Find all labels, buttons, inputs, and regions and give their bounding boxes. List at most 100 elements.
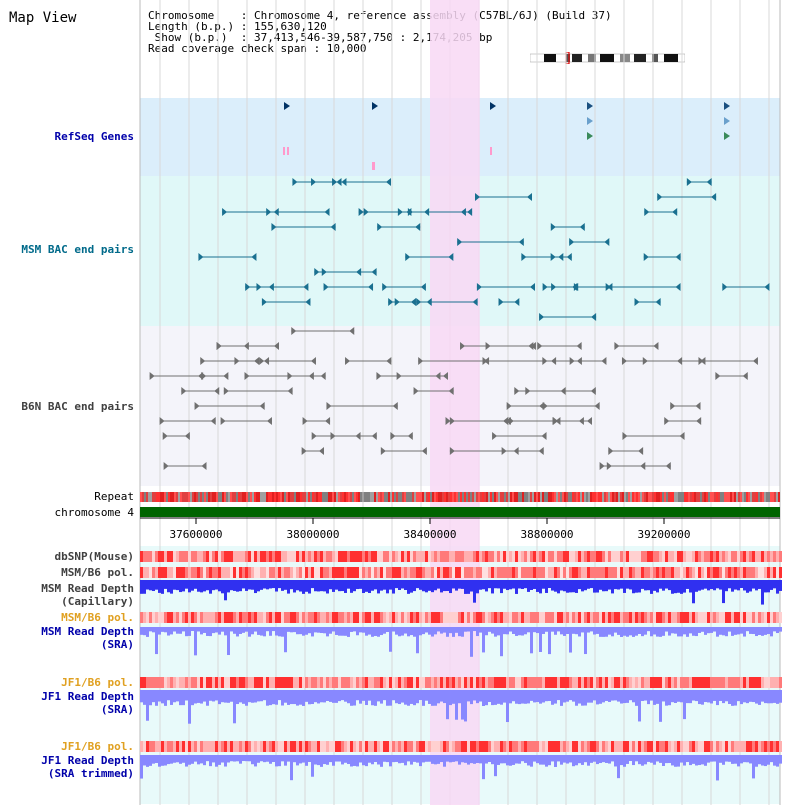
msm-depth-sra-bar [170,627,173,635]
msm-b6-pol-mark [716,567,719,578]
jf1-depth-sra-bar [707,690,710,703]
msm-depth-cap-bar [554,580,557,592]
repeat-mark [752,492,754,502]
jf1-b6-pol-mark [617,741,620,752]
repeat-mark [234,492,236,502]
msm-depth-cap-bar [626,580,629,589]
msm-b6-pol-mark [173,612,176,623]
jf1-depth-trim-bar [350,755,353,767]
repeat-mark [300,492,302,502]
msm-b6-pol-mark [728,567,731,578]
dbsnp-mark [329,551,332,562]
jf1-b6-pol-mark [569,741,572,752]
msm-depth-sra-bar [173,627,176,632]
msm-b6-pol-mark [401,567,404,578]
dbsnp-mark [230,551,233,562]
msm-b6-pol-mark [605,567,608,578]
msm-b6-pol-mark [407,567,410,578]
msm-depth-cap-bar [602,580,605,592]
msm-b6-pol-mark [584,612,587,623]
jf1-depth-sra-bar [377,690,380,702]
jf1-b6-pol-mark [242,741,245,752]
msm-b6-pol-mark [635,567,638,578]
repeat-mark [672,492,674,502]
jf1-depth-trim-bar [662,755,665,766]
repeat-mark [766,492,768,502]
jf1-b6-pol-mark [491,677,494,688]
repeat-mark [596,492,598,502]
msm-depth-cap-bar [356,580,359,590]
jf1-b6-pol-mark [716,677,719,688]
msm-depth-sra-bar [308,627,311,634]
dbsnp-mark [608,551,611,562]
jf1-depth-trim-bar [167,755,170,765]
msm-depth-sra-bar [386,627,389,632]
jf1-b6-pol-mark [737,677,740,688]
jf1-b6-pol-mark [152,677,155,688]
msm-b6-pol-mark [425,612,428,623]
msm-bac-pair-end [198,253,204,261]
msm-depth-cap-bar [428,580,431,591]
jf1-depth-trim-bar [596,755,599,765]
msm-depth-cap-bar [299,580,302,592]
dbsnp-mark [545,551,548,562]
jf1-depth-sra-bar [434,690,437,706]
info-line-length: Length (b.p.) : 155,630,120 [148,20,327,33]
repeat-mark [420,492,422,502]
msm-b6-pol-mark [740,567,743,578]
msm-b6-pol-mark [683,612,686,623]
jf1-depth-sra-bar [656,690,659,704]
jf1-depth-sra-bar [695,690,698,702]
msm-b6-pol-mark [758,567,761,578]
dbsnp-mark [191,551,194,562]
jf1-b6-pol-mark [332,677,335,688]
jf1-b6-pol-mark [458,677,461,688]
msm-depth-sra-bar [263,627,266,637]
jf1-depth-trim-bar [668,755,671,764]
msm-depth-sra-bar [266,627,269,632]
jf1-depth-trim-bar [374,755,377,762]
msm-b6-pol-mark [617,612,620,623]
jf1-depth-sra-bar [227,690,230,703]
jf1-b6-pol-mark [473,741,476,752]
msm-depth-cap-bar [503,580,506,589]
jf1-depth-trim-bar [410,755,413,765]
msm-b6-pol-mark [665,612,668,623]
msm-b6-pol-mark [239,612,242,623]
jf1-b6-pol-mark [326,741,329,752]
dbsnp-mark [683,551,686,562]
jf1-b6-pol-mark [755,677,758,688]
msm-b6-pol-mark [593,612,596,623]
msm-depth-cap-bar [614,580,617,590]
axis-tick-label: 38800000 [521,528,574,541]
jf1-depth-sra-bar [224,690,227,703]
msm-b6-pol-mark [464,612,467,623]
msm-depth-cap-bar [695,580,698,592]
jf1-depth-trim-bar [248,755,251,762]
jf1-depth-sra-bar [311,690,314,705]
jf1-depth-sra-bar [437,690,440,704]
msm-b6-pol-mark [443,567,446,578]
jf1-b6-pol-mark [614,677,617,688]
dbsnp-mark [623,551,626,562]
msm-b6-pol-mark [329,567,332,578]
jf1-depth-trim-bar [497,755,500,765]
jf1-b6-pol-mark [761,741,764,752]
dbsnp-mark [494,551,497,562]
dbsnp-mark [245,551,248,562]
jf1-b6-pol-mark [155,741,158,752]
msm-b6-pol-mark [779,612,782,623]
msm-depth-sra-bar [686,627,689,637]
jf1-b6-pol-mark [653,741,656,752]
msm-bac-pair-end [410,298,416,306]
msm-b6-pol-mark [419,612,422,623]
jf1-depth-sra-bar [713,690,716,701]
dbsnp-mark [419,551,422,562]
chromosome-ideogram[interactable] [530,52,685,64]
msm-bac-pair-end [498,298,504,306]
msm-b6-pol-mark [698,567,701,578]
jf1-depth-sra-bar [503,690,506,703]
jf1-b6-pol-mark [392,677,395,688]
repeat-mark [482,492,484,502]
